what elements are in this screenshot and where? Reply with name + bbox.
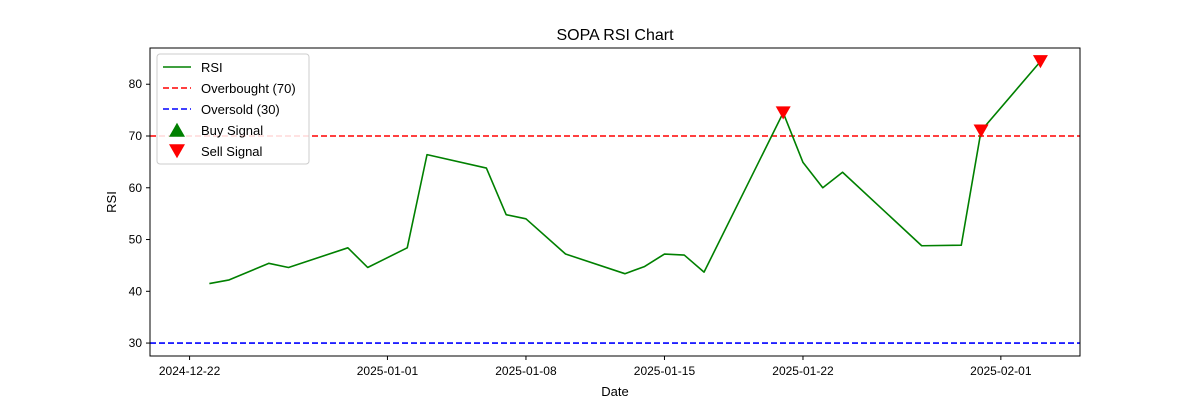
x-tick-label: 2025-02-01 xyxy=(970,364,1032,378)
x-axis: 2024-12-22 2025-01-01 2025-01-08 2025-01-15… xyxy=(159,356,1032,378)
y-tick-label: 50 xyxy=(129,233,143,247)
y-tick-label: 40 xyxy=(129,284,143,298)
legend-label-sell-signal: Sell Signal xyxy=(201,144,263,159)
legend: RSI Overbought (70) Oversold (30) Buy Signa… xyxy=(156,53,310,165)
x-tick-label: 2025-01-22 xyxy=(772,364,834,378)
y-axis: 30 40 50 60 70 80 xyxy=(129,77,150,350)
x-tick-label: 2025-01-01 xyxy=(357,364,419,378)
sell-signal-marker xyxy=(1032,55,1048,69)
y-tick-label: 30 xyxy=(129,336,143,350)
x-tick-label: 2025-01-08 xyxy=(495,364,557,378)
legend-label-overbought: Overbought (70) xyxy=(201,81,296,96)
x-axis-label: Date xyxy=(601,384,628,399)
x-tick-label: 2025-01-15 xyxy=(634,364,696,378)
sell-signal-marker xyxy=(973,124,989,138)
rsi-series-line xyxy=(209,60,1042,285)
legend-label-buy-signal: Buy Signal xyxy=(201,123,263,138)
x-tick-label: 2024-12-22 xyxy=(159,364,221,378)
legend-box xyxy=(156,53,310,165)
legend-label-rsi: RSI xyxy=(201,60,223,75)
legend-label-oversold: Oversold (30) xyxy=(201,102,280,117)
legend-swatch-buy-signal xyxy=(169,122,185,137)
legend-swatch-sell-signal xyxy=(169,144,185,159)
y-axis-label: RSI xyxy=(104,191,119,213)
chart-title: SOPA RSI Chart xyxy=(556,27,674,44)
y-tick-label: 80 xyxy=(129,77,143,91)
axes-frame xyxy=(149,47,1081,357)
sell-signal-marker xyxy=(775,106,791,120)
y-tick-label: 60 xyxy=(129,181,143,195)
y-tick-label: 70 xyxy=(129,129,143,143)
